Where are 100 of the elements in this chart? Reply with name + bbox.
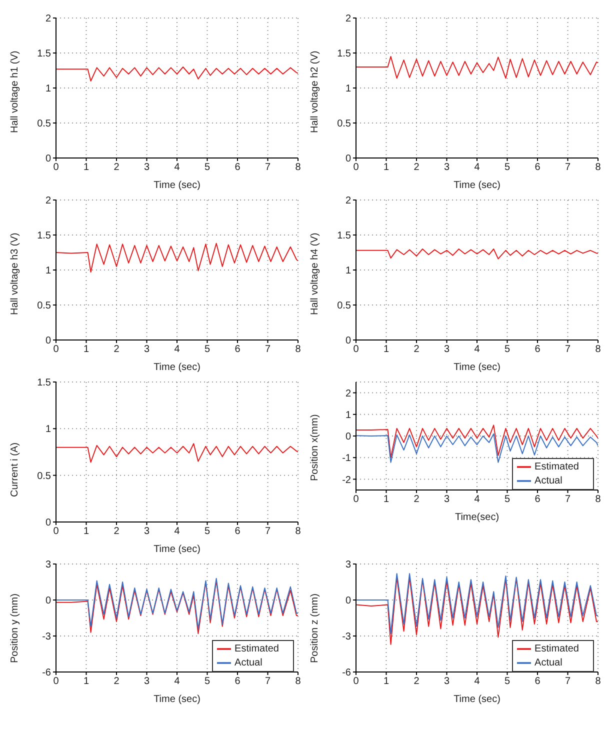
x-tick-label: 1: [383, 162, 390, 174]
x-tick-label: 0: [53, 344, 60, 356]
x-tick-label: 0: [353, 494, 360, 506]
y-tick-label: 1: [345, 266, 352, 277]
x-tick-label: 7: [264, 526, 271, 538]
line-series: [356, 56, 598, 79]
y-tick-label: 0.5: [37, 470, 52, 482]
x-tick-label: 1: [383, 494, 390, 506]
x-tick-label: 0: [353, 344, 360, 356]
y-tick-label: 2: [345, 388, 352, 400]
x-tick-label: 3: [144, 526, 150, 538]
y-tick-label: 1.5: [37, 48, 52, 60]
y-axis-title: Hall voltage h4 (V): [310, 232, 321, 315]
x-tick-label: 5: [504, 676, 510, 688]
line-series: [356, 573, 598, 634]
y-tick-label: -6: [342, 668, 352, 679]
x-axis-title: Time (sec): [454, 362, 500, 373]
y-tick-label: -2: [342, 474, 352, 486]
x-tick-label: 6: [234, 344, 241, 356]
x-tick-label: 3: [444, 676, 450, 688]
y-axis-title: Current i (A): [10, 442, 21, 497]
y-tick-label: 0: [45, 154, 52, 165]
line-series: [356, 248, 598, 260]
x-tick-label: 1: [83, 344, 90, 356]
line-series: [56, 443, 298, 463]
x-tick-label: 1: [83, 162, 90, 174]
x-tick-label: 4: [474, 344, 480, 356]
x-tick-label: 4: [174, 162, 180, 174]
y-axis-title: Position z (mm): [310, 594, 321, 663]
x-tick-label: 8: [595, 162, 602, 174]
line-series: [56, 66, 298, 82]
y-tick-label: 0: [345, 154, 352, 165]
x-axis-title: Time (sec): [454, 180, 500, 191]
legend-label: Actual: [534, 476, 562, 487]
x-tick-label: 6: [534, 494, 541, 506]
x-tick-label: 2: [114, 344, 120, 356]
y-tick-label: 2: [345, 14, 352, 25]
x-tick-label: 6: [534, 344, 541, 356]
x-tick-label: 2: [114, 162, 120, 174]
y-axis-title: Hall voltage h3 (V): [10, 232, 21, 315]
x-tick-label: 8: [295, 526, 302, 538]
y-tick-label: 1: [45, 424, 52, 436]
x-tick-label: 8: [295, 344, 302, 356]
x-tick-label: 5: [504, 494, 510, 506]
legend-label: Actual: [534, 658, 562, 669]
legend-label: Estimated: [234, 644, 279, 655]
x-tick-label: 5: [204, 344, 210, 356]
x-tick-label: 7: [264, 676, 271, 688]
x-tick-label: 5: [504, 162, 510, 174]
x-tick-label: 1: [383, 344, 390, 356]
x-tick-label: 3: [144, 676, 150, 688]
x-tick-label: 4: [174, 526, 180, 538]
y-tick-label: 1.5: [337, 230, 352, 242]
y-tick-label: 0.5: [37, 118, 52, 130]
x-tick-label: 8: [595, 344, 602, 356]
x-tick-label: 8: [595, 494, 602, 506]
legend-label: Estimated: [534, 462, 579, 473]
x-tick-label: 2: [114, 526, 120, 538]
y-axis-title: Hall voltage h2 (V): [310, 50, 321, 133]
y-tick-label: 2: [45, 14, 52, 25]
x-axis-title: Time (sec): [154, 544, 200, 555]
x-tick-label: 6: [534, 676, 541, 688]
y-tick-label: 0: [45, 518, 52, 529]
y-tick-label: -3: [42, 632, 52, 643]
x-tick-label: 6: [234, 162, 241, 174]
y-tick-label: -3: [342, 632, 352, 643]
x-axis-title: Time(sec): [454, 512, 500, 523]
y-tick-label: 1: [345, 84, 352, 95]
y-tick-label: 2: [45, 196, 52, 207]
x-tick-label: 1: [83, 526, 90, 538]
line-series: [356, 433, 598, 463]
x-tick-label: 0: [53, 676, 60, 688]
x-tick-label: 7: [564, 344, 571, 356]
y-tick-label: 0.5: [37, 300, 52, 312]
x-tick-label: 5: [204, 162, 210, 174]
y-tick-label: 0.5: [337, 118, 352, 130]
y-tick-label: 0: [345, 432, 352, 443]
x-tick-label: 8: [295, 676, 302, 688]
x-tick-label: 2: [114, 676, 120, 688]
x-tick-label: 4: [474, 494, 480, 506]
y-tick-label: 0: [45, 336, 52, 347]
x-tick-label: 4: [174, 676, 180, 688]
x-tick-label: 8: [595, 676, 602, 688]
y-axis-title: Hall voltage h1 (V): [10, 50, 21, 133]
y-tick-label: -1: [342, 453, 352, 464]
y-tick-label: 0.5: [337, 300, 352, 312]
x-tick-label: 6: [534, 162, 541, 174]
x-tick-label: 7: [564, 494, 571, 506]
x-axis-title: Time (sec): [154, 180, 200, 191]
x-tick-label: 3: [144, 162, 150, 174]
y-tick-label: 0: [345, 596, 352, 607]
x-tick-label: 7: [264, 344, 271, 356]
y-tick-label: 1.5: [37, 378, 52, 389]
x-tick-label: 1: [83, 676, 90, 688]
x-tick-label: 2: [414, 676, 420, 688]
x-tick-label: 3: [444, 162, 450, 174]
y-tick-label: 2: [345, 196, 352, 207]
x-tick-label: 6: [234, 526, 241, 538]
line-series: [56, 242, 298, 273]
x-tick-label: 4: [474, 676, 480, 688]
